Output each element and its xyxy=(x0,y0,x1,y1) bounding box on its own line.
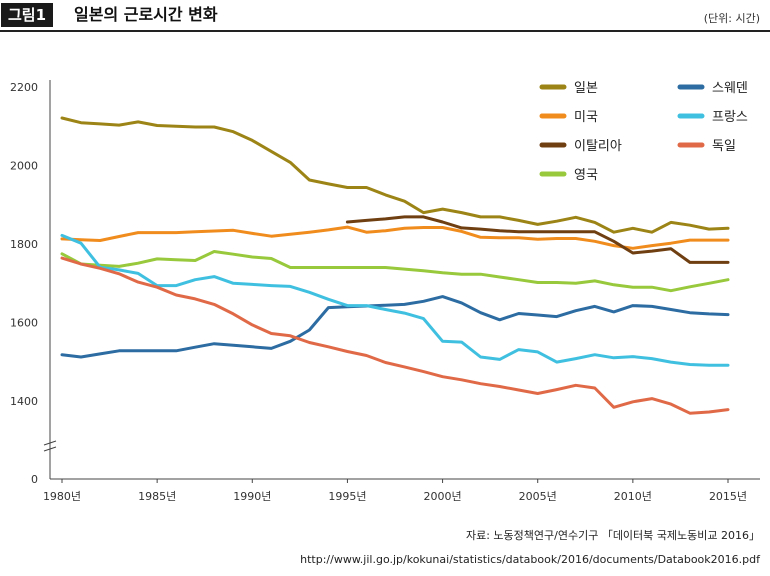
x-tick-label: 1980년 xyxy=(43,490,81,503)
series-line-독일 xyxy=(60,256,730,415)
series-line-이탈리아 xyxy=(345,215,730,264)
figure-header: 그림1 일본의 근로시간 변화 (단위: 시간) xyxy=(0,0,770,34)
figure-label: 그림1 xyxy=(1,3,54,27)
x-tick-label: 2010년 xyxy=(614,490,652,503)
source-url: http://www.jil.go.jp/kokunai/statistics/… xyxy=(300,553,760,566)
x-tick-label: 2000년 xyxy=(424,490,462,503)
legend-label: 미국 xyxy=(574,110,598,125)
x-tick-label: 1985년 xyxy=(138,490,176,503)
y-tick-label: 2200 xyxy=(10,81,38,94)
legend-label: 독일 xyxy=(712,139,736,154)
legend-label: 이탈리아 xyxy=(574,139,622,154)
legend-label: 프랑스 xyxy=(712,110,748,125)
series-line-스웨덴 xyxy=(60,295,730,359)
y-tick-label: 1600 xyxy=(10,317,38,330)
x-tick-label: 1990년 xyxy=(233,490,271,503)
x-tick-label: 1995년 xyxy=(328,490,366,503)
y-tick-label: 1800 xyxy=(10,238,38,251)
legend-label: 일본 xyxy=(574,81,598,96)
source-note: 자료: 노동정책연구/연수기구 「데이터북 국제노동비교 2016」 xyxy=(465,529,760,542)
axis-break-marker xyxy=(43,440,57,452)
legend-label: 스웨덴 xyxy=(712,81,748,96)
y-tick-label: 2000 xyxy=(10,160,38,173)
chart-title: 일본의 근로시간 변화 xyxy=(74,5,218,24)
unit-label: (단위: 시간) xyxy=(703,12,760,25)
series-line-영국 xyxy=(60,250,730,293)
series-line-프랑스 xyxy=(60,233,730,367)
y-tick-label: 1400 xyxy=(10,395,38,408)
y-tick-label: 0 xyxy=(31,473,38,486)
series-line-미국 xyxy=(60,225,730,250)
x-tick-label: 2005년 xyxy=(519,490,557,503)
x-tick-label: 2015년 xyxy=(709,490,747,503)
header-rule xyxy=(0,30,770,32)
series-line-일본 xyxy=(60,116,730,234)
legend-label: 영국 xyxy=(574,168,598,183)
